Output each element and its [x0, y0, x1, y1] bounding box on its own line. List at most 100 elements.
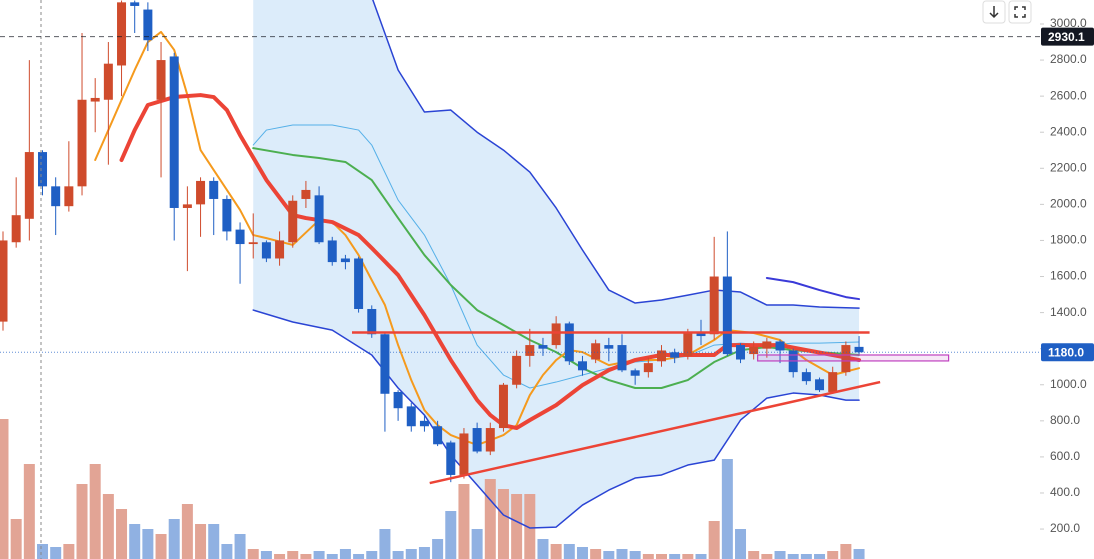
candle-body — [77, 99, 87, 187]
candle-body — [248, 242, 258, 245]
volume-bar — [537, 539, 549, 559]
volume-bar — [326, 554, 338, 559]
volume-bar — [168, 519, 180, 559]
candle-body — [472, 428, 482, 452]
y-tick-label: 3000.0 — [1050, 16, 1087, 30]
candle-body — [261, 242, 271, 259]
volume-bar — [379, 529, 391, 559]
volume-bar — [260, 551, 272, 559]
volume-bar — [682, 554, 694, 559]
y-tick-label: 1000.0 — [1050, 377, 1087, 391]
candle-body — [828, 372, 838, 392]
volume-bar — [313, 551, 325, 559]
candle-body — [209, 180, 219, 199]
candle-body — [235, 229, 245, 245]
candle-body — [762, 341, 772, 349]
candle-body — [103, 63, 113, 100]
volume-bar — [432, 539, 444, 559]
scroll-button[interactable] — [982, 0, 1006, 24]
volume-bar — [840, 544, 852, 559]
candle-body — [64, 186, 74, 207]
volume-bar — [748, 551, 760, 559]
y-tick-label: 2800.0 — [1050, 52, 1087, 66]
candle-body — [775, 341, 785, 351]
y-tick-label: 2000.0 — [1050, 197, 1087, 211]
volume-bar — [287, 551, 299, 559]
price-label: 1180.0 — [1048, 345, 1084, 359]
price-label: 2930.1 — [1048, 30, 1085, 44]
volume-bar — [23, 464, 35, 559]
volume-bar — [576, 547, 588, 559]
volume-bar — [497, 489, 509, 559]
candle-body — [51, 186, 61, 207]
volume-bar — [827, 551, 839, 559]
volume-bar — [102, 494, 114, 559]
volume-bar — [274, 554, 286, 559]
candle-body — [591, 343, 601, 360]
volume-bar — [339, 549, 351, 559]
candle-body — [446, 442, 456, 475]
y-tick-label: 200.0 — [1050, 521, 1080, 535]
volume-bar — [511, 494, 523, 559]
candle-body — [0, 240, 8, 322]
candle-body — [525, 345, 535, 356]
candle-body — [656, 350, 666, 362]
volume-bar — [234, 534, 246, 559]
y-tick-label: 800.0 — [1050, 413, 1080, 427]
candle-body — [604, 345, 614, 349]
volume-bar — [774, 551, 786, 559]
volume-bar — [10, 519, 22, 559]
volume-bar — [550, 544, 562, 559]
candle-body — [38, 152, 48, 187]
volume-bar — [458, 484, 470, 559]
candle-body — [683, 332, 693, 356]
candle-body — [512, 355, 522, 385]
candle-body — [498, 384, 508, 429]
volume-bar — [142, 529, 154, 559]
volume-bar — [208, 524, 220, 559]
volume-bar — [195, 524, 207, 559]
candle-body — [367, 308, 377, 335]
volume-bar — [669, 554, 681, 559]
volume-bar — [405, 549, 417, 559]
volume-bar — [418, 547, 430, 559]
y-tick-label: 2200.0 — [1050, 160, 1087, 174]
y-tick-label: 2600.0 — [1050, 88, 1087, 102]
volume-bar — [563, 544, 575, 559]
volume-bar — [484, 479, 496, 559]
candle-body — [459, 433, 469, 475]
volume-bar — [629, 551, 641, 559]
candle-body — [301, 189, 311, 199]
candle-body — [182, 204, 192, 208]
volume-bar — [0, 419, 9, 559]
candle-body — [11, 215, 21, 243]
volume-bar — [181, 504, 193, 559]
candle-body — [143, 9, 153, 41]
candle-body — [841, 345, 851, 373]
volume-bar — [221, 544, 233, 559]
indicator-line — [94, 30, 861, 446]
candle-body — [577, 361, 587, 371]
candle-body — [485, 428, 495, 452]
candle-body — [538, 345, 548, 349]
volume-bar — [129, 524, 141, 559]
candle-body — [696, 332, 706, 337]
volume-bar — [524, 494, 536, 559]
volume-bar — [853, 549, 865, 559]
volume-bar — [814, 554, 826, 559]
candle-body — [327, 240, 337, 263]
candle-body — [393, 391, 403, 409]
range-box — [757, 354, 950, 362]
indicator-line — [372, 0, 860, 309]
y-tick-label: 1800.0 — [1050, 233, 1087, 247]
candle-body — [815, 379, 825, 391]
fullscreen-button[interactable] — [1008, 0, 1032, 24]
volume-bar — [76, 484, 88, 559]
volume-bar — [37, 544, 49, 559]
candle-body — [314, 195, 324, 243]
bollinger-band — [253, 0, 860, 528]
volume-bar — [155, 534, 167, 559]
candle-body — [433, 426, 443, 445]
plot-area — [0, 0, 881, 559]
volume-bar — [89, 464, 101, 559]
